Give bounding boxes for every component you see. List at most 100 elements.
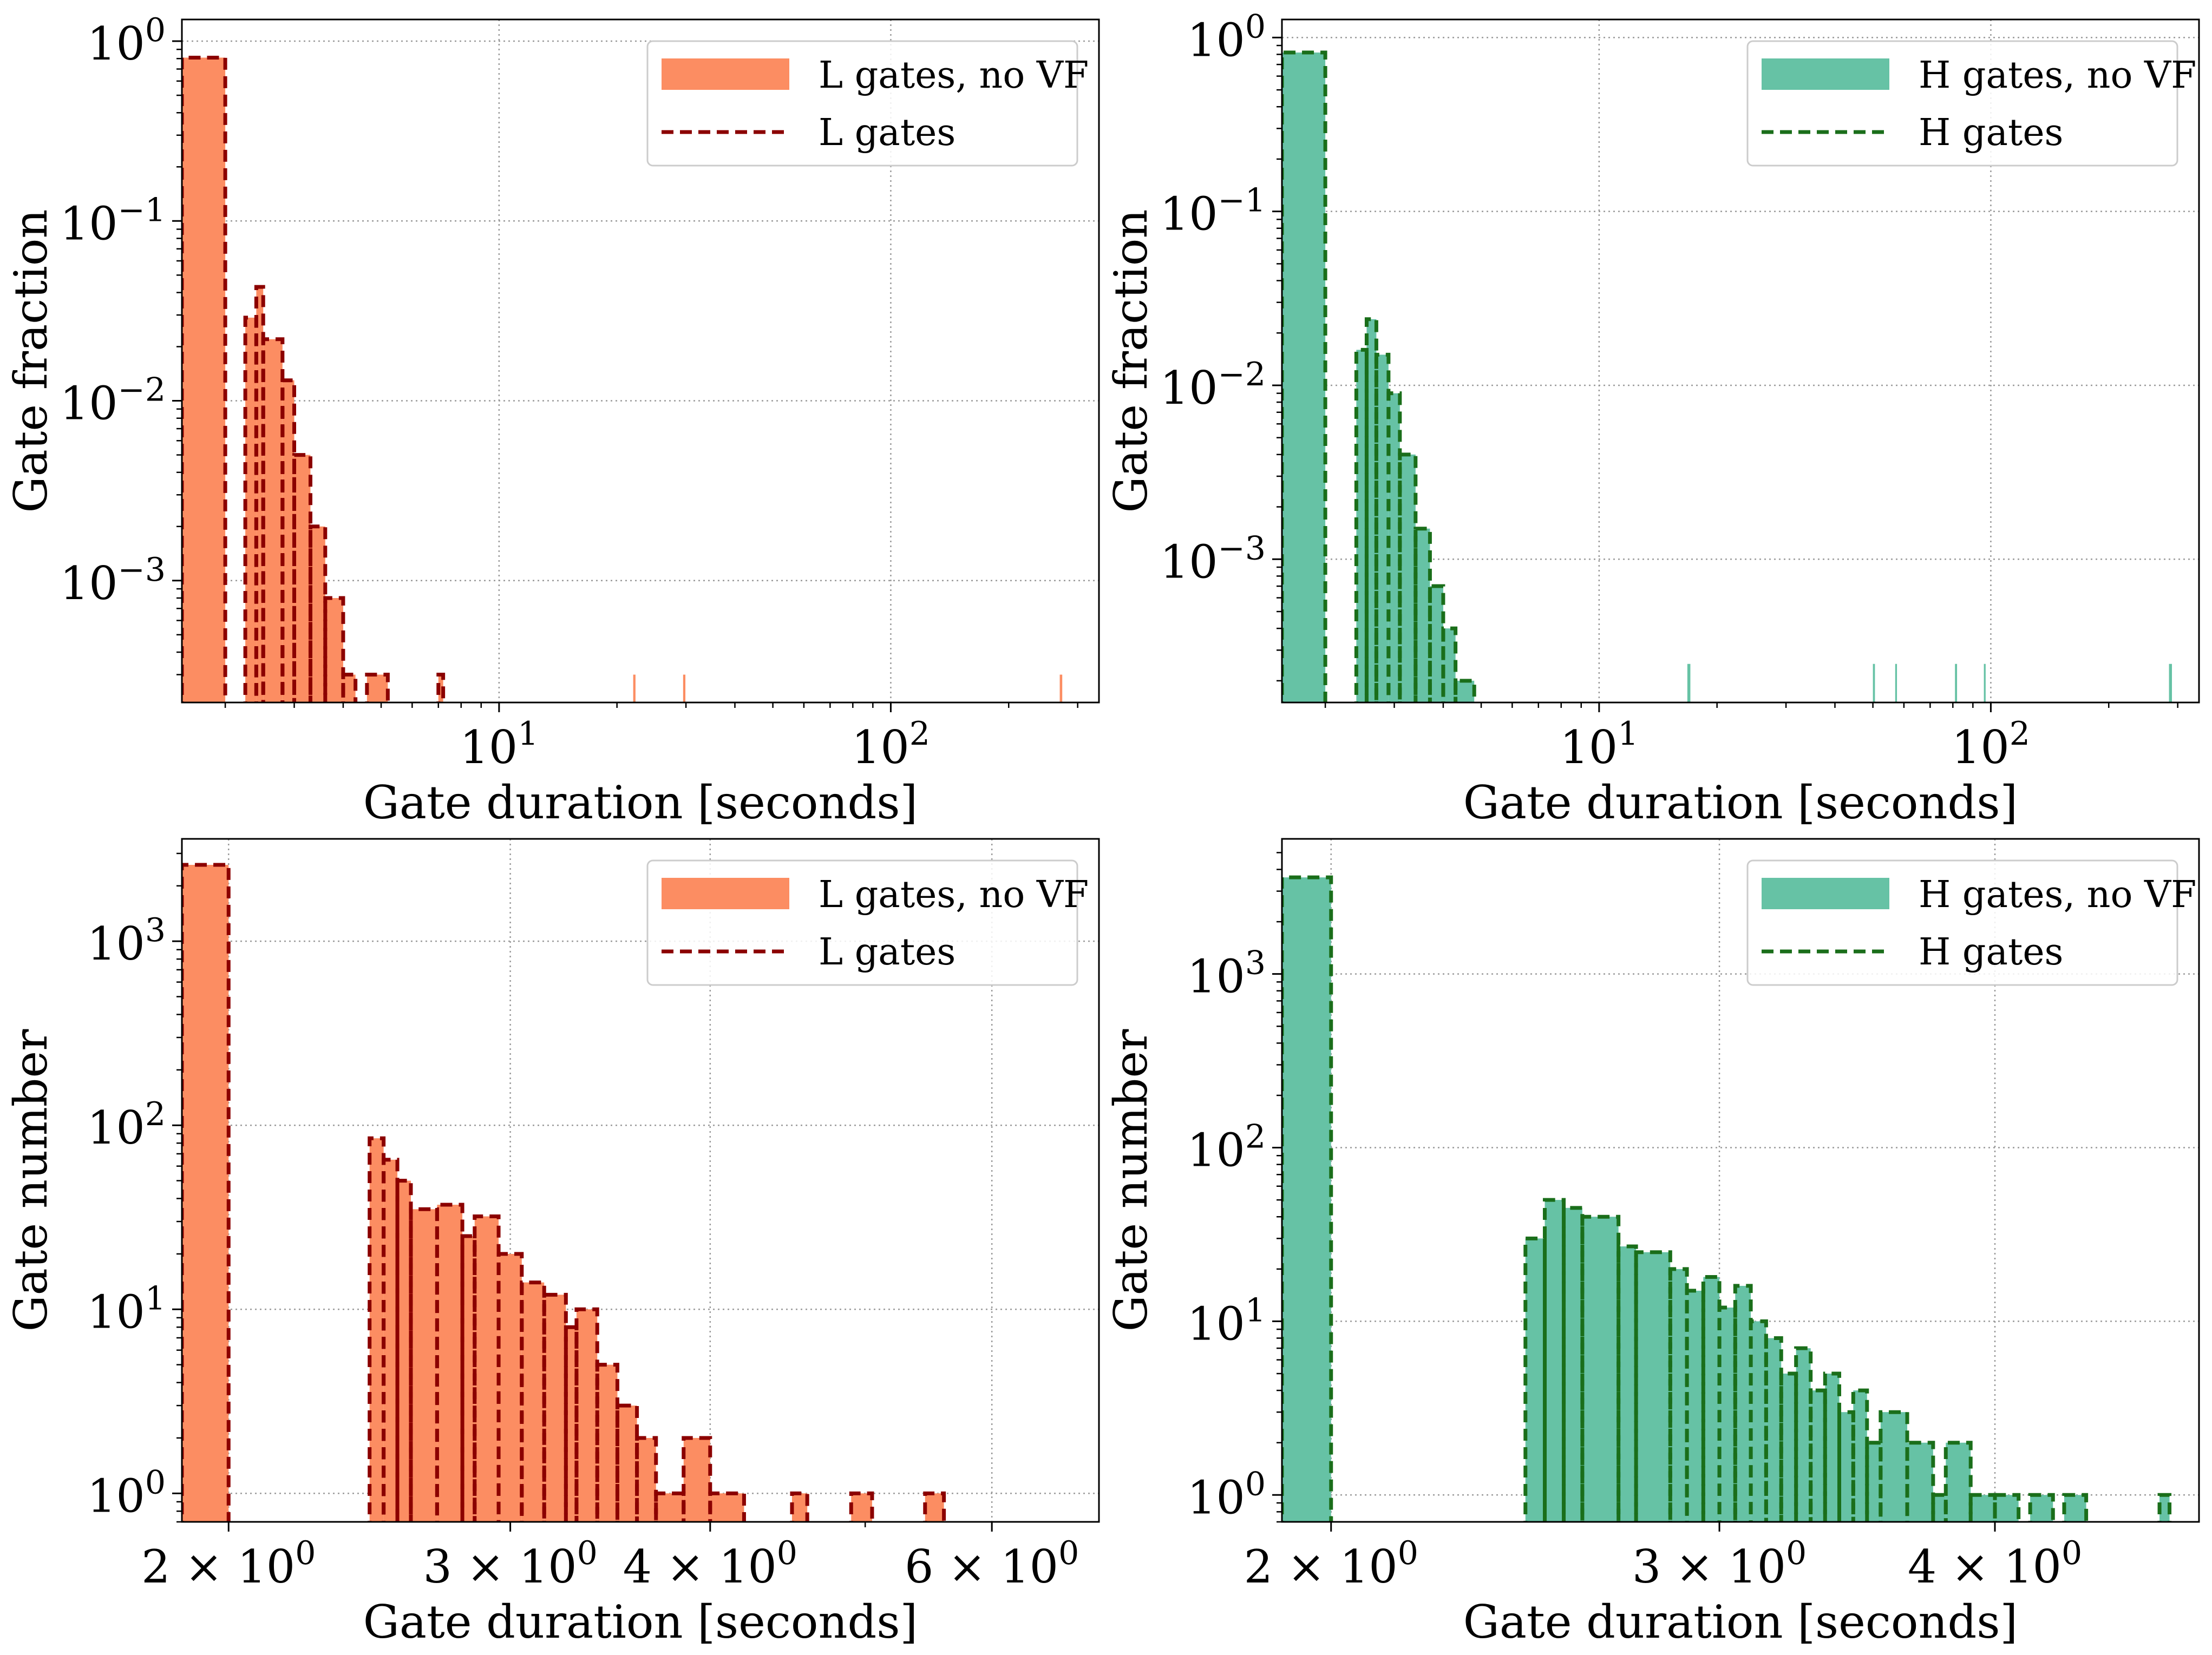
- plot-frame: [181, 18, 1100, 704]
- legend: L gates, no VF L gates: [646, 859, 1089, 986]
- step-2-2: [1354, 347, 1369, 702]
- bar-1-12: [566, 1327, 577, 1522]
- y-tick-label: 102: [1187, 1118, 1266, 1177]
- step-2-7: [460, 1234, 477, 1522]
- bar-1-11: [438, 674, 443, 702]
- bar-1-9: [499, 1253, 522, 1522]
- y-tick-label: 102: [87, 1095, 166, 1154]
- bar-1-5: [1582, 1217, 1619, 1522]
- panel-4: 2 × 100 3 × 100 4 × 100 100 101 102 103 Gate du…: [1104, 838, 2200, 1649]
- bar-1-23: [1907, 1442, 1933, 1522]
- legend-swatch-fill: [1762, 58, 1889, 90]
- legend-label: H gates: [1919, 931, 2063, 974]
- x-tick-label: 4 × 100: [623, 1534, 797, 1593]
- step-2-6: [292, 453, 312, 702]
- plot-frame: [1281, 838, 2200, 1523]
- bar-1-7: [1636, 1252, 1671, 1522]
- x-tick-label: 3 × 100: [423, 1534, 597, 1593]
- bar-1-5: [410, 1209, 437, 1522]
- bar-1-12: [1873, 664, 1875, 702]
- step-2-25: [1943, 1441, 1973, 1522]
- y-tick-label: 10−2: [1160, 356, 1266, 415]
- bar-1-30: [2159, 1495, 2170, 1522]
- y-tick-label: 10−3: [60, 551, 166, 610]
- bar-1-26: [1971, 1495, 1995, 1522]
- step-2-22: [923, 1491, 946, 1522]
- step-2-18: [682, 1436, 712, 1522]
- step-2-6: [1617, 1244, 1638, 1522]
- x-tick-label: 102: [852, 715, 930, 774]
- bar-1-8: [1670, 1269, 1687, 1522]
- bar-1-7: [310, 526, 325, 702]
- y-tick-label: 10−3: [1160, 529, 1266, 588]
- x-axis-label: Gate duration [seconds]: [1463, 776, 2018, 829]
- bar-1-9: [1443, 628, 1456, 702]
- y-tick-label: 103: [1187, 944, 1266, 1003]
- bar-1-20: [1853, 1390, 1867, 1522]
- y-tick-label: 100: [1187, 8, 1266, 67]
- step-2-1: [1282, 875, 1333, 1522]
- bar-1-8: [474, 1216, 499, 1522]
- bar-1-1: [1282, 877, 1331, 1522]
- step-2-6: [1398, 452, 1418, 702]
- bar-1-21: [851, 1493, 872, 1522]
- bar-1-8: [325, 598, 343, 702]
- step-2-29: [2062, 1493, 2089, 1522]
- step-2-30: [2157, 1493, 2172, 1522]
- panel-2: 101 102 100 10−1 10−2 10−3 Gate duration [seco…: [1104, 8, 2200, 829]
- step-2-16: [1794, 1346, 1813, 1522]
- y-axis-label: Gate fraction: [4, 209, 57, 513]
- bar-1-11: [1687, 664, 1691, 702]
- step-2-11: [436, 673, 446, 702]
- bar-1-18: [683, 1437, 710, 1522]
- bar-1-20: [791, 1493, 808, 1522]
- bar-1-2: [1356, 350, 1367, 702]
- bar-1-12: [1735, 1285, 1751, 1522]
- legend-label: H gates: [1919, 111, 2063, 154]
- bar-1-11: [1719, 1308, 1736, 1522]
- x-tick-label: 101: [460, 715, 538, 774]
- bar-1-14: [1059, 674, 1063, 702]
- step-2-5: [409, 1207, 439, 1522]
- bar-1-13: [1751, 1321, 1766, 1522]
- step-2-1: [182, 863, 231, 1522]
- bar-1-6: [1399, 454, 1416, 702]
- bar-1-27: [1995, 1495, 2019, 1522]
- bar-1-22: [925, 1493, 944, 1522]
- bar-1-16: [2169, 664, 2172, 702]
- bar-1-3: [1545, 1200, 1564, 1522]
- bar-1-7: [1415, 528, 1430, 702]
- bar-1-10: [1455, 680, 1475, 702]
- legend-label: L gates: [819, 111, 956, 154]
- y-tick-label: 100: [87, 1463, 166, 1522]
- bar-1-21: [1867, 1442, 1881, 1522]
- y-tick-label: 101: [87, 1279, 166, 1338]
- bar-1-13: [576, 1309, 598, 1522]
- legend-swatch-fill: [1762, 878, 1889, 909]
- bar-1-28: [2030, 1495, 2053, 1522]
- bar-1-3: [1366, 319, 1377, 702]
- bar-1-4: [263, 339, 283, 702]
- step-2-19: [708, 1491, 746, 1522]
- bar-1-5: [282, 380, 295, 702]
- step-2-5: [280, 378, 297, 702]
- step-2-20: [790, 1491, 809, 1522]
- bar-1-15: [1984, 664, 1986, 702]
- legend-label: H gates, no VF: [1919, 54, 2196, 97]
- bar-1-14: [1766, 1338, 1782, 1522]
- bar-1-4: [1563, 1207, 1582, 1522]
- x-axis-label: Gate duration [seconds]: [363, 1595, 918, 1649]
- bar-1-8: [1430, 586, 1443, 702]
- legend: L gates, no VF L gates: [646, 40, 1089, 167]
- step-2-10: [1701, 1275, 1722, 1522]
- y-tick-label: 100: [1187, 1465, 1266, 1524]
- bar-1-22: [1880, 1412, 1908, 1522]
- bar-1-3: [383, 1159, 398, 1522]
- step-2-10: [520, 1280, 546, 1522]
- step-2-7: [1413, 527, 1432, 702]
- step-2-6: [435, 1203, 464, 1522]
- legend-label: L gates: [819, 931, 956, 974]
- plot-area: [1282, 50, 2172, 702]
- x-tick-label: 3 × 100: [1632, 1534, 1807, 1593]
